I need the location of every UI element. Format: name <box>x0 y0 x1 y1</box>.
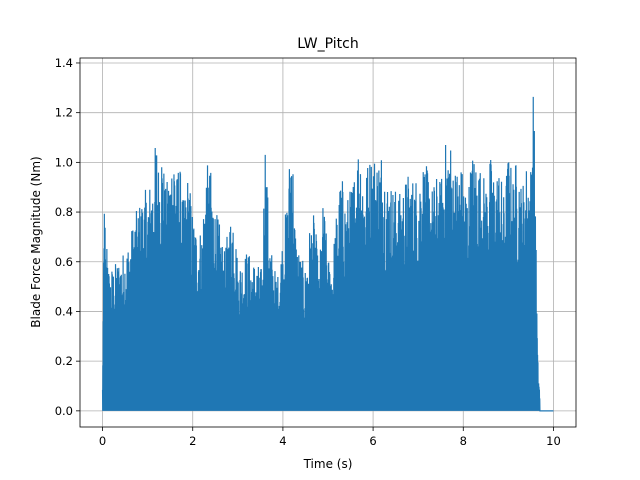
y-tick-label: 0.6 <box>55 255 73 269</box>
y-tick-label: 1.2 <box>55 106 73 120</box>
x-tick-label: 10 <box>546 434 561 448</box>
x-tick-label: 0 <box>99 434 106 448</box>
series-line <box>101 96 554 412</box>
x-tick-label: 8 <box>460 434 467 448</box>
y-tick-label: 0.4 <box>55 304 73 318</box>
y-tick-label: 1.4 <box>55 56 73 70</box>
y-tick-label: 0.0 <box>55 404 73 418</box>
x-tick-label: 4 <box>279 434 286 448</box>
y-axis-label: Blade Force Magnitude (Nm) <box>29 156 43 327</box>
x-axis-label: Time (s) <box>303 457 353 471</box>
plot-frame <box>79 57 577 428</box>
x-tick-label: 6 <box>369 434 376 448</box>
series-layer <box>101 96 554 412</box>
y-tick-label: 1.0 <box>55 155 73 169</box>
tick-layer: 0 2 4 6 8 10 0.0 0.2 0.4 0.6 0.8 1.0 1.2 1.4 <box>55 56 561 448</box>
chart-title: LW_Pitch <box>297 36 358 52</box>
y-tick-label: 0.2 <box>55 354 73 368</box>
x-tick-label: 2 <box>189 434 196 448</box>
y-tick-label: 0.8 <box>55 205 73 219</box>
